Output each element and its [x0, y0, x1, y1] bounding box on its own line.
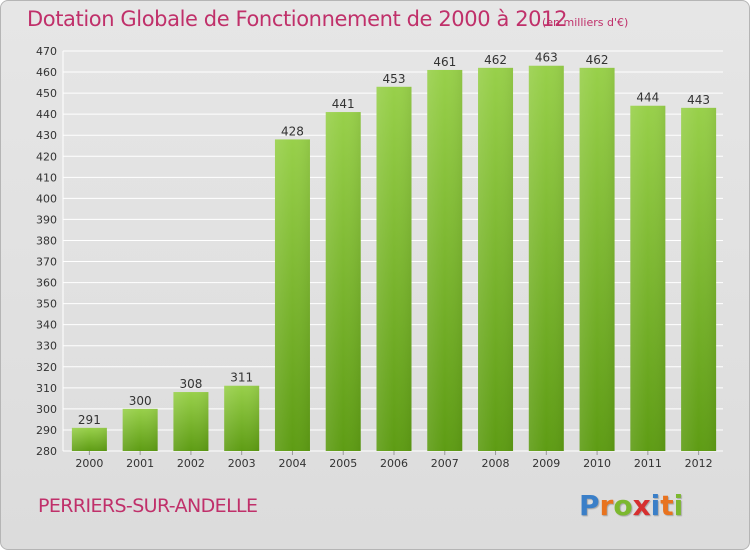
x-tick-label: 2007 [431, 457, 459, 470]
bars [71, 65, 717, 452]
y-axis-ticks: 280 290 300 310 320 330 340 350 360 370 380 390 400 4… [36, 45, 57, 458]
value-label: 443 [687, 93, 710, 107]
value-label: 308 [179, 377, 202, 391]
y-tick-label: 470 [36, 45, 57, 58]
bar-shine [681, 107, 717, 451]
value-label: 463 [535, 51, 558, 65]
x-tick-label: 2001 [126, 457, 154, 470]
bar-shine [579, 67, 615, 451]
chart-subtitle: (en milliers d'€) [542, 16, 629, 29]
value-label: 300 [129, 394, 152, 408]
logo-letter: r [599, 489, 614, 522]
x-tick-label: 2000 [75, 457, 103, 470]
bar-shine [630, 105, 666, 451]
bar-shine [274, 139, 310, 451]
value-label: 311 [230, 371, 253, 385]
value-label: 462 [586, 53, 609, 67]
y-tick-label: 340 [36, 319, 57, 332]
bar-shine [122, 408, 158, 451]
value-label: 462 [484, 53, 507, 67]
y-tick-label: 330 [36, 340, 57, 353]
commune-name: PERRIERS-SUR-ANDELLE [38, 495, 258, 517]
logo-letter: i [673, 489, 684, 522]
y-tick-label: 390 [36, 213, 57, 226]
x-tick-label: 2004 [278, 457, 306, 470]
bar-shine [376, 86, 412, 451]
bar-shine [173, 392, 209, 451]
y-tick-label: 280 [36, 445, 57, 458]
x-tick-label: 2002 [177, 457, 205, 470]
y-tick-label: 370 [36, 256, 57, 269]
x-tick-label: 2005 [329, 457, 357, 470]
value-labels: 291 300 308 311 428 441 453 461 462 463 462 444 443 [78, 51, 710, 427]
y-tick-label: 320 [36, 361, 57, 374]
y-tick-label: 440 [36, 108, 57, 121]
y-tick-label: 360 [36, 277, 57, 290]
x-tick-label: 2011 [634, 457, 662, 470]
y-tick-label: 410 [36, 171, 57, 184]
bar-shine [478, 67, 514, 451]
y-tick-label: 310 [36, 382, 57, 395]
y-tick-label: 420 [36, 150, 57, 163]
logo-letter: i [650, 489, 661, 522]
y-tick-label: 460 [36, 66, 57, 79]
logo-letter: t [660, 489, 674, 522]
y-tick-label: 290 [36, 424, 57, 437]
value-label: 444 [636, 91, 659, 105]
x-tick-label: 2003 [228, 457, 256, 470]
bar-shine [528, 65, 564, 451]
y-tick-label: 400 [36, 192, 57, 205]
bar-shine [427, 69, 463, 452]
x-tick-label: 2008 [482, 457, 510, 470]
x-tick-label: 2006 [380, 457, 408, 470]
value-label: 441 [332, 97, 355, 111]
value-label: 291 [78, 413, 101, 427]
y-tick-label: 350 [36, 298, 57, 311]
logo-letter: P [579, 489, 600, 522]
x-axis-ticks: 2000 2001 2002 2003 2004 2005 2006 2007 2008 2009… [75, 451, 713, 470]
value-label: 453 [383, 72, 406, 86]
x-tick-label: 2010 [583, 457, 611, 470]
logo-letter: o [613, 489, 633, 522]
bar-shine [224, 385, 260, 451]
bar-shine [325, 112, 361, 451]
y-tick-label: 450 [36, 87, 57, 100]
x-tick-label: 2009 [532, 457, 560, 470]
logo-letter: x [632, 489, 651, 522]
y-tick-label: 380 [36, 234, 57, 247]
x-tick-label: 2012 [685, 457, 713, 470]
value-label: 461 [433, 55, 456, 69]
value-label: 428 [281, 124, 304, 138]
y-tick-label: 430 [36, 129, 57, 142]
proxiti-logo[interactable]: Proxiti [579, 489, 683, 522]
y-tick-label: 300 [36, 403, 57, 416]
bar-shine [71, 427, 107, 451]
chart-title: Dotation Globale de Fonctionnement de 20… [27, 7, 568, 31]
